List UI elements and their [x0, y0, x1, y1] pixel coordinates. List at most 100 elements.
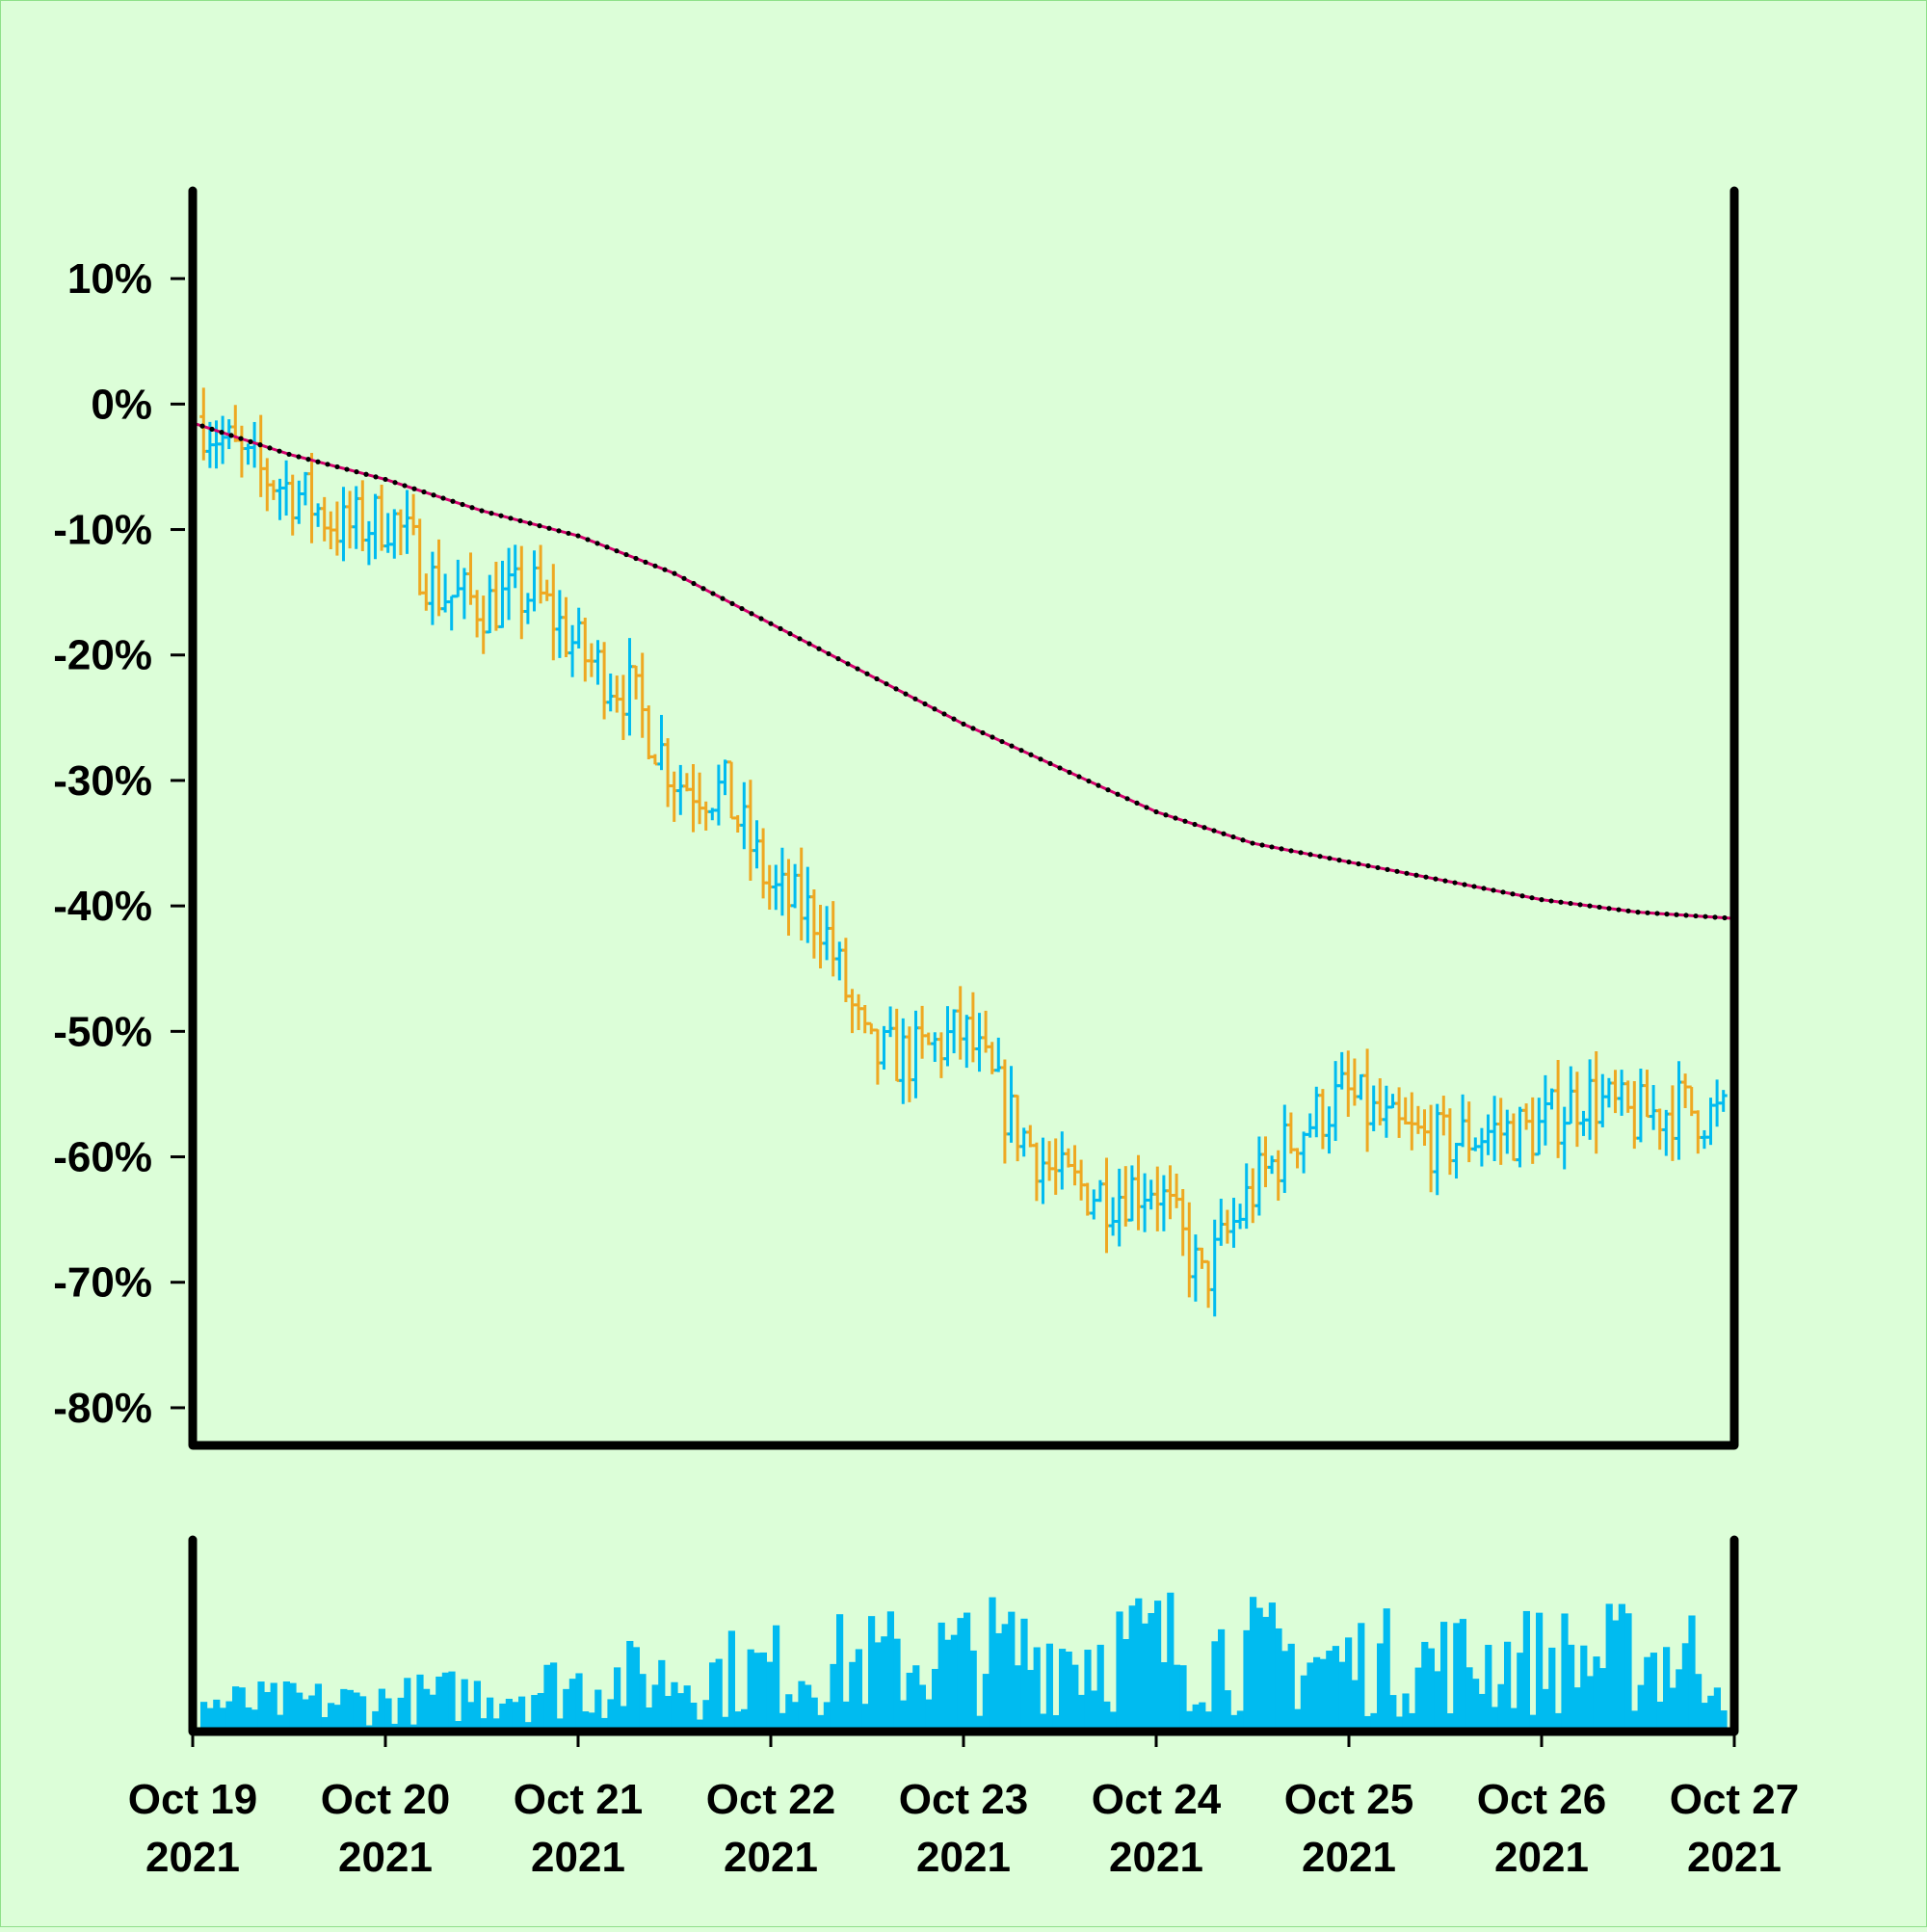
trend-dot	[1105, 787, 1111, 793]
volume-bar	[543, 1664, 551, 1732]
trend-dot	[1298, 850, 1304, 856]
x-tick-label: Oct 25	[1284, 1776, 1414, 1823]
trend-dot	[893, 686, 899, 692]
trend-dot	[999, 738, 1005, 745]
volume-bar	[277, 1714, 284, 1732]
trend-dot	[980, 729, 986, 736]
volume-bar	[1020, 1618, 1028, 1732]
volume-bar	[1045, 1643, 1053, 1732]
volume-bar	[200, 1702, 208, 1732]
volume-bar	[1586, 1676, 1594, 1732]
volume-bar	[302, 1699, 309, 1732]
trend-dot	[450, 498, 456, 504]
trend-dot	[1144, 805, 1149, 810]
volume-bar	[773, 1625, 780, 1732]
trend-dot	[749, 611, 754, 617]
volume-bar	[1052, 1714, 1060, 1732]
trend-dot	[884, 681, 889, 687]
volume-bar	[1624, 1613, 1632, 1732]
trend-dot	[1307, 852, 1313, 858]
volume-bar	[206, 1707, 214, 1732]
volume-bar	[1370, 1712, 1378, 1732]
trend-dot	[575, 533, 581, 539]
trend-dot	[209, 426, 215, 432]
volume-bar	[989, 1597, 996, 1732]
volume-bar	[861, 1704, 869, 1732]
volume-bar	[1637, 1684, 1645, 1732]
volume-bar	[753, 1653, 761, 1732]
volume-bar	[810, 1697, 818, 1732]
volume-bar	[932, 1668, 939, 1732]
trend-dot	[729, 600, 735, 606]
trend-dot	[1336, 858, 1342, 863]
volume-bar	[1313, 1656, 1321, 1732]
volume-bar	[1122, 1638, 1130, 1732]
volume-bar	[1275, 1628, 1282, 1732]
volume-bar	[937, 1622, 945, 1732]
volume-bar	[620, 1706, 627, 1732]
volume-bar	[1663, 1647, 1671, 1732]
volume-bar	[950, 1634, 958, 1732]
trend-dot	[1423, 874, 1429, 880]
volume-bar	[1644, 1656, 1651, 1732]
volume-bar	[1453, 1623, 1461, 1732]
trend-dot	[546, 525, 552, 531]
volume-bar	[855, 1649, 862, 1732]
volume-bar	[600, 1717, 608, 1732]
trend-dot	[354, 469, 359, 475]
volume-bar	[1096, 1644, 1104, 1732]
volume-bar	[1345, 1637, 1353, 1732]
trend-dot	[1703, 913, 1708, 919]
volume-bar	[1179, 1665, 1187, 1732]
trend-dot	[932, 706, 937, 712]
trend-dot	[903, 691, 909, 697]
trend-dot	[739, 605, 745, 612]
volume-bar	[1065, 1651, 1072, 1732]
trend-dot	[1404, 870, 1410, 876]
volume-bar	[868, 1616, 876, 1732]
trend-dot	[1491, 887, 1496, 893]
volume-bar	[1383, 1608, 1390, 1732]
trend-dot	[700, 586, 706, 592]
y-tick-label: -60%	[53, 1134, 152, 1181]
y-tick-label: -50%	[53, 1008, 152, 1055]
trend-dot	[392, 480, 398, 486]
trend-dot	[652, 563, 658, 569]
volume-bar	[1561, 1613, 1569, 1732]
volume-panel	[200, 1592, 1728, 1732]
x-tick-label-year: 2021	[531, 1834, 625, 1881]
trend-dot	[296, 454, 302, 460]
trend-dot	[1327, 856, 1333, 861]
trend-dot	[1076, 774, 1082, 780]
volume-bar	[1001, 1624, 1009, 1732]
volume-bar	[537, 1692, 544, 1732]
trend-dot	[1433, 876, 1439, 882]
trend-dot	[778, 625, 783, 631]
volume-bar	[1332, 1646, 1339, 1732]
trend-dot	[970, 726, 976, 731]
trend-dot	[768, 621, 774, 626]
trend-dot	[1394, 868, 1400, 874]
trend-dot	[1134, 800, 1140, 806]
volume-bar	[995, 1632, 1003, 1732]
price-panel	[190, 387, 1737, 1317]
volume-bar	[1154, 1601, 1162, 1732]
volume-bar	[1631, 1710, 1639, 1732]
trend-dot	[1385, 866, 1390, 872]
x-tick-label-year: 2021	[1109, 1834, 1203, 1881]
volume-bar	[441, 1672, 449, 1732]
volume-bar	[1504, 1641, 1512, 1732]
x-tick-label: Oct 21	[514, 1776, 644, 1823]
volume-bar	[1287, 1643, 1295, 1732]
volume-bar	[436, 1676, 443, 1732]
trend-dot	[440, 495, 446, 501]
volume-bar	[282, 1681, 290, 1732]
y-tick-label: -70%	[53, 1259, 152, 1307]
volume-bar	[321, 1716, 329, 1732]
trend-dot	[1462, 882, 1467, 887]
volume-bar	[1167, 1592, 1175, 1732]
trend-dot	[1529, 895, 1535, 901]
trend-dot	[806, 641, 812, 647]
volume-bar	[817, 1714, 825, 1732]
